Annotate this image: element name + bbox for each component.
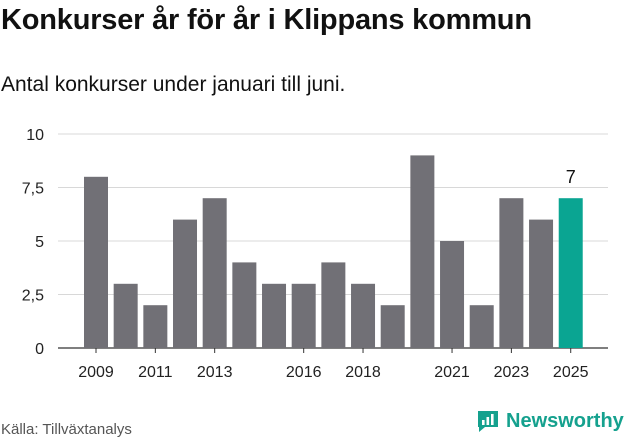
bar-2023 <box>499 198 524 348</box>
bar-2021 <box>440 241 465 348</box>
x-tick-label: 2021 <box>434 364 470 381</box>
bar-2011 <box>143 305 168 348</box>
y-tick-label: 5 <box>35 234 44 251</box>
bar-2020 <box>410 155 435 348</box>
y-tick-label: 10 <box>26 127 44 144</box>
x-tick-label: 2023 <box>494 364 530 381</box>
newsworthy-logo: Newsworthy <box>476 409 624 433</box>
bar-2015 <box>262 283 287 348</box>
y-tick-label: 2,5 <box>22 288 44 305</box>
x-tick-label: 2009 <box>78 364 114 381</box>
bar-2016 <box>291 283 316 348</box>
y-tick-label: 7,5 <box>22 181 44 198</box>
bar-2019 <box>380 305 405 348</box>
source-note: Källa: Tillväxtanalys <box>1 421 132 438</box>
bar-2012 <box>173 219 198 348</box>
x-tick-label: 2016 <box>286 364 322 381</box>
data-label: 7 <box>566 167 576 187</box>
newsworthy-logo-icon <box>478 411 498 432</box>
bar-2013 <box>202 198 227 348</box>
bar-2017 <box>321 262 346 348</box>
bar-2018 <box>351 283 376 348</box>
bar-2025 <box>558 198 583 348</box>
x-tick-label: 2018 <box>345 364 381 381</box>
bar-2014 <box>232 262 257 348</box>
x-tick-label: 2011 <box>138 364 173 381</box>
chart-subtitle: Antal konkurser under januari till juni. <box>1 73 346 96</box>
bar-2022 <box>469 305 494 348</box>
x-tick-label: 2025 <box>553 364 589 381</box>
newsworthy-logo-text: Newsworthy <box>506 409 624 432</box>
chart-title: Konkurser år för år i Klippans kommun <box>1 4 532 36</box>
x-tick-label: 2013 <box>197 364 233 381</box>
bar-2024 <box>529 219 554 348</box>
bar-2010 <box>113 283 138 348</box>
bar-2009 <box>84 176 108 348</box>
y-tick-label: 0 <box>35 341 44 358</box>
bars <box>84 155 583 348</box>
labels: 0 2,5 5 7,5 10 2009 2011 2013 2016 2018 2021 2023 20… <box>22 127 589 381</box>
